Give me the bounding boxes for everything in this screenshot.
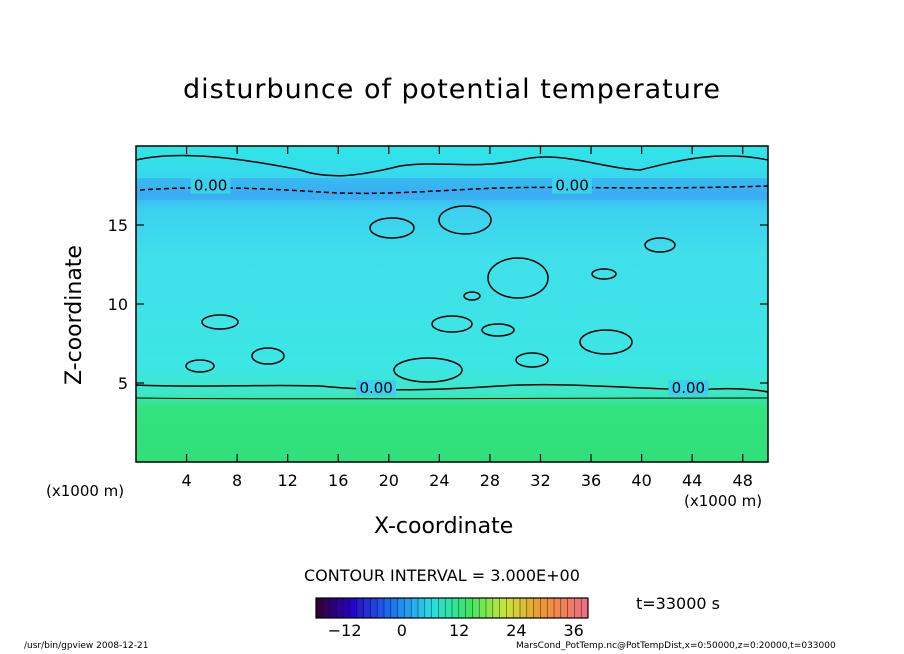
colorbar-cell bbox=[458, 598, 467, 618]
colorbar-cell bbox=[472, 598, 480, 618]
contour-lines bbox=[135, 154, 769, 400]
x-axis-label: X-coordinate bbox=[374, 514, 514, 539]
contour-interval: CONTOUR INTERVAL = 3.000E+00 bbox=[304, 566, 580, 585]
y-tick-label: 10 bbox=[108, 295, 128, 314]
colorbar-cell bbox=[322, 598, 331, 618]
colorbar-tick-label: 0 bbox=[397, 621, 407, 640]
colorbar-cell bbox=[356, 598, 365, 618]
colorbar-cell bbox=[540, 598, 548, 618]
colorbar-cell bbox=[499, 598, 507, 618]
contour-label: 0.00 bbox=[555, 177, 588, 195]
x-tick-label: 20 bbox=[379, 471, 399, 490]
contour-label-bg bbox=[552, 177, 593, 194]
colorbar-cell bbox=[377, 598, 385, 618]
colorbar-cell bbox=[404, 598, 412, 618]
x-unit-label-right: (x1000 m) bbox=[684, 492, 763, 510]
colorbar-cell bbox=[329, 598, 337, 618]
colorbar-cell bbox=[486, 598, 494, 618]
colorbar-cell bbox=[316, 598, 324, 618]
colorbar-cell bbox=[479, 598, 487, 618]
colorbar-cell bbox=[452, 598, 460, 618]
contour-label-layer: 0.00 0.00 0.00 0.00 bbox=[190, 177, 709, 397]
colorbar-cell bbox=[465, 598, 473, 618]
colorbar-cell bbox=[438, 598, 446, 618]
contour-label: 0.00 bbox=[194, 177, 227, 195]
colorbar-frame bbox=[315, 597, 589, 619]
colorbar-cell bbox=[520, 598, 528, 618]
colorbar-cell bbox=[445, 598, 453, 618]
colorbar-cell bbox=[370, 598, 378, 618]
colorbar: −12 0 12 24 36 bbox=[315, 597, 589, 640]
colorbar-cell bbox=[554, 598, 562, 618]
x-tick-label: 16 bbox=[328, 471, 348, 490]
colorbar-cell bbox=[384, 598, 392, 618]
time-label: t=33000 s bbox=[636, 594, 720, 613]
colorbar-tick-label: 36 bbox=[564, 621, 584, 640]
x-tick-label: 36 bbox=[581, 471, 601, 490]
colorbar-cell bbox=[506, 598, 514, 618]
x-tick-label: 48 bbox=[733, 471, 753, 490]
x-tick-label: 4 bbox=[181, 471, 191, 490]
x-tick-label: 40 bbox=[631, 471, 651, 490]
colorbar-cell bbox=[492, 598, 501, 618]
colorbar-cell bbox=[336, 598, 344, 618]
chart-title: disturbunce of potential temperature bbox=[183, 74, 721, 105]
y-tick-label: 5 bbox=[118, 374, 128, 393]
contour-label-bg bbox=[356, 379, 397, 396]
colorbar-cell bbox=[513, 598, 521, 618]
colorbar-cell bbox=[574, 598, 582, 618]
negative-band bbox=[136, 178, 768, 200]
colorbar-cell bbox=[418, 598, 426, 618]
colorbar-cell bbox=[431, 598, 439, 618]
colorbar-cell bbox=[581, 598, 589, 618]
contour-label: 0.00 bbox=[672, 379, 705, 397]
colorbar-tick-label: 12 bbox=[449, 621, 469, 640]
colorbar-cell bbox=[567, 598, 575, 618]
footer-left: /usr/bin/gpview 2008-12-21 bbox=[24, 641, 149, 651]
footer-right: MarsCond_PotTemp.nc@PotTempDist,x=0:5000… bbox=[516, 641, 836, 651]
colorbar-cell bbox=[397, 598, 405, 618]
colorbar-tick-label: 24 bbox=[506, 621, 526, 640]
x-tick-label: 28 bbox=[480, 471, 500, 490]
x-tick-label: 44 bbox=[682, 471, 702, 490]
x-tick-label: 12 bbox=[278, 471, 298, 490]
colorbar-cell bbox=[547, 598, 555, 618]
colorbar-cell bbox=[424, 598, 433, 618]
colorbar-cell bbox=[533, 598, 541, 618]
contour-label: 0.00 bbox=[359, 379, 392, 397]
colorbar-cell bbox=[390, 598, 399, 618]
y-tick-label: 15 bbox=[108, 216, 128, 235]
contour-label-bg bbox=[668, 379, 709, 396]
colorbar-cell bbox=[363, 598, 371, 618]
x-unit-label-left: (x1000 m) bbox=[46, 482, 125, 500]
x-tick-label: 8 bbox=[232, 471, 242, 490]
x-tick-label: 24 bbox=[429, 471, 449, 490]
x-tick-label: 32 bbox=[530, 471, 550, 490]
colorbar-cell bbox=[343, 598, 351, 618]
contour-label-bg bbox=[190, 177, 231, 194]
colorbar-cell bbox=[560, 598, 569, 618]
y-axis-label: Z-coordinate bbox=[62, 245, 87, 385]
colorbar-cell bbox=[526, 598, 535, 618]
colorbar-cell bbox=[411, 598, 419, 618]
colorbar-tick-label: −12 bbox=[328, 621, 362, 640]
colorbar-cell bbox=[350, 598, 358, 618]
